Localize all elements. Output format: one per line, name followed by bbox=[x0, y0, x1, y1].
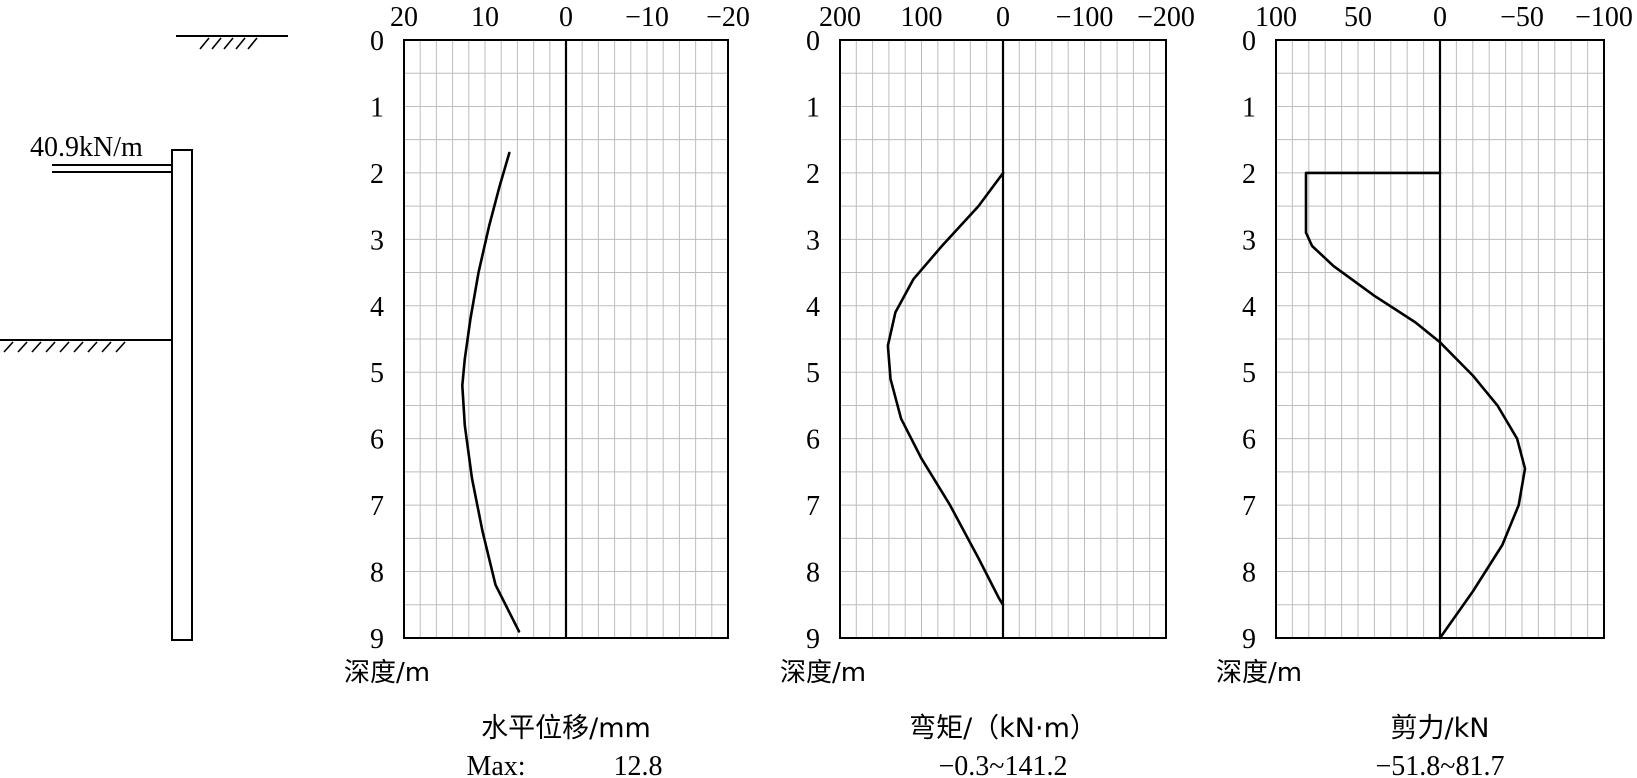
shear-chart: 100 50 0 −50 −100 0 1 2 3 4 5 6 7 8 9深度/m 剪力/kN −51.8~81… bbox=[1216, 2, 1633, 778]
y-tick-label: 6 bbox=[1242, 425, 1256, 456]
y-tick-label: 6 bbox=[806, 425, 820, 456]
x-tick-label: −100 bbox=[1056, 2, 1114, 33]
y-tick-label: 7 bbox=[806, 491, 820, 522]
x-axis-label: 水平位移/mm bbox=[481, 713, 651, 744]
x-axis-label: 弯矩/（kN·m） bbox=[909, 713, 1097, 744]
y-tick-label: 8 bbox=[806, 558, 820, 589]
y-tick-label: 5 bbox=[806, 358, 820, 389]
x-tick-label: 0 bbox=[559, 2, 573, 33]
ground-hatch-excavation bbox=[3, 341, 126, 353]
y-tick-label: 0 bbox=[1242, 26, 1256, 57]
y-tick-label: 4 bbox=[806, 292, 820, 323]
y-tick-label: 1 bbox=[1242, 92, 1256, 123]
x-axis-label: 剪力/kN bbox=[1391, 713, 1490, 744]
moment-chart: 200 100 0 −100 −200 0 1 2 3 4 5 6 7 8 9深度/m 弯矩/（kN·m） −0… bbox=[780, 2, 1195, 778]
data-series-line bbox=[1304, 171, 1527, 640]
y-tick-label: 7 bbox=[1242, 491, 1256, 522]
x-tick-label: −10 bbox=[625, 2, 669, 33]
x-tick-label: −50 bbox=[1500, 2, 1544, 33]
x-tick-label: 0 bbox=[996, 2, 1010, 33]
x-tick-label: 50 bbox=[1344, 2, 1372, 33]
y-tick-label: 9 bbox=[370, 624, 384, 655]
caption-value: −51.8~81.7 bbox=[1376, 751, 1505, 778]
caption-value: −0.3~141.2 bbox=[939, 751, 1068, 778]
wall-schematic: 40.9kN/m bbox=[0, 35, 288, 641]
y-axis-label: 深度/m bbox=[344, 658, 430, 688]
y-tick-label: 3 bbox=[806, 225, 820, 256]
y-tick-label: 4 bbox=[1242, 292, 1256, 323]
y-tick-label: 0 bbox=[806, 26, 820, 57]
x-tick-label: 100 bbox=[901, 2, 943, 33]
x-tick-label: −20 bbox=[706, 2, 750, 33]
x-tick-label: 0 bbox=[1433, 2, 1447, 33]
y-tick-label: 1 bbox=[806, 92, 820, 123]
x-tick-label: −200 bbox=[1137, 2, 1195, 33]
x-tick-label: 200 bbox=[819, 2, 861, 33]
data-series-line bbox=[461, 151, 521, 633]
y-tick-label: 4 bbox=[370, 292, 384, 323]
wall-body bbox=[171, 149, 193, 641]
y-tick-label: 7 bbox=[370, 491, 384, 522]
caption-label: Max: bbox=[466, 751, 525, 778]
y-tick-label: 5 bbox=[1242, 358, 1256, 389]
y-tick-label: 8 bbox=[370, 558, 384, 589]
caption-value: 12.8 bbox=[614, 751, 663, 778]
y-tick-label: 2 bbox=[1242, 159, 1256, 190]
x-tick-label: 20 bbox=[390, 2, 418, 33]
displacement-chart: 20 10 0 −10 −20 0 1 2 3 4 5 6 7 8 9深度/m 水平位移/mm Max: 12.8 bbox=[344, 2, 750, 778]
load-label: 40.9kN/m bbox=[30, 132, 143, 163]
y-tick-label: 0 bbox=[370, 26, 384, 57]
y-tick-label: 9 bbox=[1242, 624, 1256, 655]
y-axis-label: 深度/m bbox=[780, 658, 866, 688]
y-axis-label: 深度/m bbox=[1216, 658, 1302, 688]
data-series-line bbox=[886, 171, 1005, 607]
x-tick-label: −100 bbox=[1575, 2, 1633, 33]
x-tick-label: 10 bbox=[471, 2, 499, 33]
y-tick-label: 3 bbox=[370, 225, 384, 256]
ground-hatch-top bbox=[199, 37, 258, 50]
x-tick-label: 100 bbox=[1255, 2, 1297, 33]
y-tick-label: 2 bbox=[806, 159, 820, 190]
y-tick-label: 3 bbox=[1242, 225, 1256, 256]
y-tick-label: 5 bbox=[370, 358, 384, 389]
y-tick-label: 2 bbox=[370, 159, 384, 190]
y-tick-label: 1 bbox=[370, 92, 384, 123]
y-tick-label: 6 bbox=[370, 425, 384, 456]
y-tick-label: 9 bbox=[806, 624, 820, 655]
y-tick-label: 8 bbox=[1242, 558, 1256, 589]
